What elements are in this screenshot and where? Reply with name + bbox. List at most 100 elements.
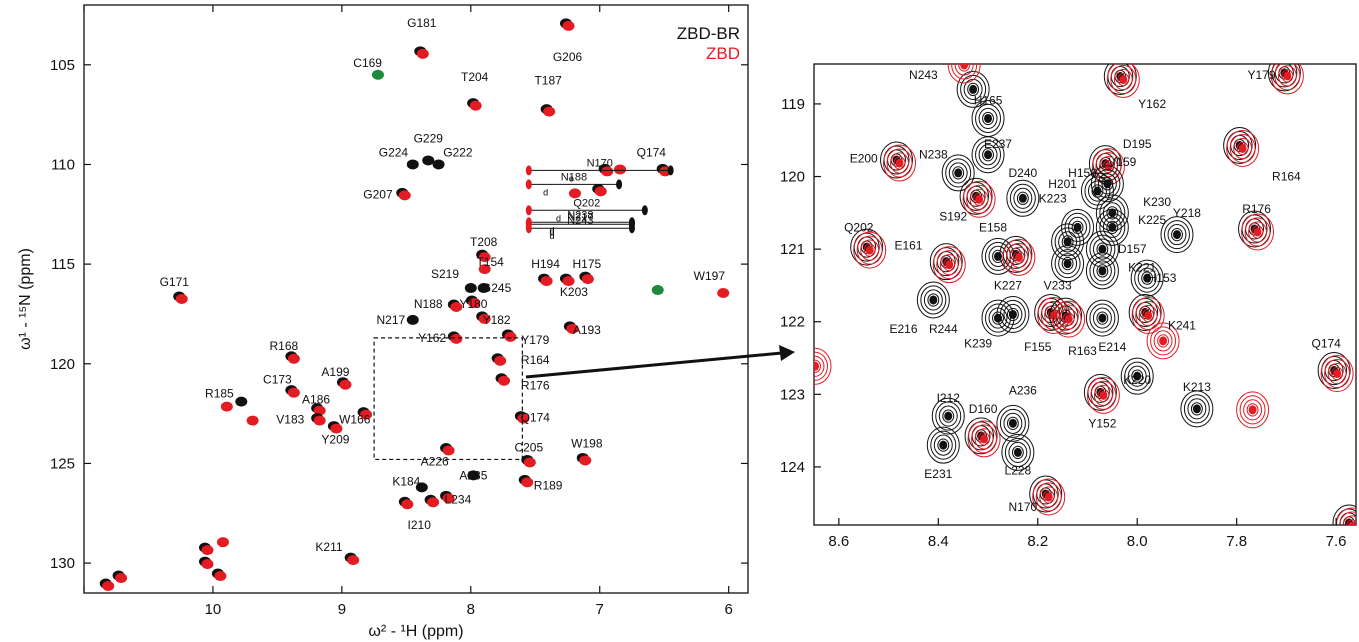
peak-unlabeled <box>592 183 607 197</box>
peak-label: R189 <box>534 478 563 492</box>
peak-h165 <box>971 99 1005 137</box>
peak-k227 <box>999 235 1036 276</box>
peak-unlabeled <box>814 347 832 385</box>
peak-unlabeled <box>216 537 229 548</box>
peak-label: Q174 <box>1311 337 1341 351</box>
peak-n188 <box>447 299 463 312</box>
x-tick-label: 7 <box>596 601 604 618</box>
peak-label: H165 <box>974 93 1003 107</box>
peak-i212 <box>931 397 965 435</box>
peak-l228 <box>1001 433 1035 471</box>
full-spectrum-panel: G206 G181 C169 T204 T187 G229 G224 G222 G207 Q174… <box>17 4 749 640</box>
y-tick-label: 123 <box>780 386 805 403</box>
peak-label: K221 <box>1128 260 1156 274</box>
peak-c173 <box>285 385 300 398</box>
peak-k239 <box>996 295 1030 333</box>
peak-g224 <box>406 159 419 170</box>
peak-label: G224 <box>379 145 409 159</box>
peak-label: T154 <box>476 255 504 269</box>
peak-g245 <box>477 283 490 294</box>
peak-unlabeled <box>112 570 128 584</box>
peak-label: D195 <box>1123 137 1152 151</box>
peak-a236 <box>996 404 1030 442</box>
peak-label: Y209 <box>321 433 349 447</box>
peak-unlabeled <box>598 163 614 177</box>
peak-a199 <box>336 377 352 390</box>
peak-y209 <box>327 421 343 434</box>
peak-label: N217 <box>377 313 406 327</box>
peak-label: S192 <box>939 209 967 223</box>
peak-r189 <box>518 474 534 488</box>
y-tick-label: 115 <box>51 256 75 273</box>
peak-label: A193 <box>573 323 601 337</box>
peak-label: H175 <box>572 257 601 271</box>
peak-r163 <box>1049 297 1086 338</box>
peak-label: H201 <box>1048 177 1077 191</box>
x-tick-label: 8.0 <box>1127 533 1148 550</box>
peak-r176 <box>1238 210 1275 251</box>
peak-label: K230 <box>1143 195 1171 209</box>
zoom-frame <box>813 63 1357 526</box>
peak-k211 <box>344 552 360 566</box>
full-spectrum-peaks: G206 G181 C169 T204 T187 G229 G224 G222 G207 Q174… <box>99 16 730 592</box>
peak-t154 <box>478 264 491 275</box>
peak-label: A226 <box>421 454 449 468</box>
x-tick-label: 9 <box>338 601 346 618</box>
peak-t187 <box>540 104 556 117</box>
peak-label: K184 <box>392 474 420 488</box>
peak-label: Q174 <box>521 411 551 425</box>
peak-unlabeled <box>568 188 581 199</box>
peak-label: G171 <box>160 275 190 289</box>
peak-g171 <box>173 291 188 305</box>
peak-a193 <box>563 321 579 334</box>
peak-label: R168 <box>270 339 299 353</box>
peak-n217 <box>406 314 419 325</box>
peak-label: G181 <box>407 16 437 30</box>
peak-label: E161 <box>894 238 922 252</box>
peak-label: K239 <box>964 337 992 351</box>
peak-y180 <box>465 295 481 308</box>
peak-label: N243 <box>909 68 938 82</box>
peak-y182 <box>476 311 491 324</box>
peak-a226 <box>440 442 455 456</box>
amide-pair-mark: d <box>550 231 555 241</box>
peak-label: G222 <box>443 145 473 159</box>
y-tick-label: 122 <box>780 314 805 331</box>
peak-t204 <box>467 98 482 111</box>
peak-r185 <box>235 396 248 407</box>
peak-label: I210 <box>408 518 432 532</box>
peak-unlabeled <box>614 164 627 175</box>
peak-e216 <box>916 281 950 319</box>
peak-unlabeled <box>211 568 227 582</box>
peak-label: R244 <box>929 322 958 336</box>
peak-label: A199 <box>321 365 349 379</box>
peak-label: R185 <box>205 387 234 401</box>
x-tick-label: 8 <box>467 601 475 618</box>
peak-e200 <box>880 141 917 182</box>
peak-label: E216 <box>889 322 917 336</box>
peak-v159 <box>1090 165 1124 203</box>
peak-g206 <box>559 18 575 31</box>
amide-pair-mark: e <box>569 173 574 183</box>
peak-w166 <box>357 407 373 420</box>
peak-unlabeled <box>198 542 214 556</box>
peak-c205 <box>521 454 536 468</box>
peak-label: N188 <box>414 297 443 311</box>
amide-pair-label: N238 <box>567 209 593 221</box>
peak-y179 <box>1267 64 1304 95</box>
peak-g181 <box>414 46 429 59</box>
peak-y152 <box>1083 373 1120 414</box>
peak-label: Q174 <box>637 145 667 159</box>
peak-d240 <box>1006 179 1040 217</box>
peak-k225 <box>1095 208 1129 246</box>
peak-y162 <box>1103 64 1140 99</box>
peak-w197 <box>717 288 730 299</box>
y-axis-title: ω¹ - ¹⁵N (ppm) <box>17 248 34 350</box>
peak-v233 <box>1051 245 1085 283</box>
peak-label: D160 <box>969 402 998 416</box>
peak-v183 <box>311 413 326 426</box>
peak-label: K225 <box>1138 213 1166 227</box>
peak-h153 <box>1130 259 1164 297</box>
x-tick-label: 10 <box>205 601 222 618</box>
peak-q174 <box>514 411 530 424</box>
